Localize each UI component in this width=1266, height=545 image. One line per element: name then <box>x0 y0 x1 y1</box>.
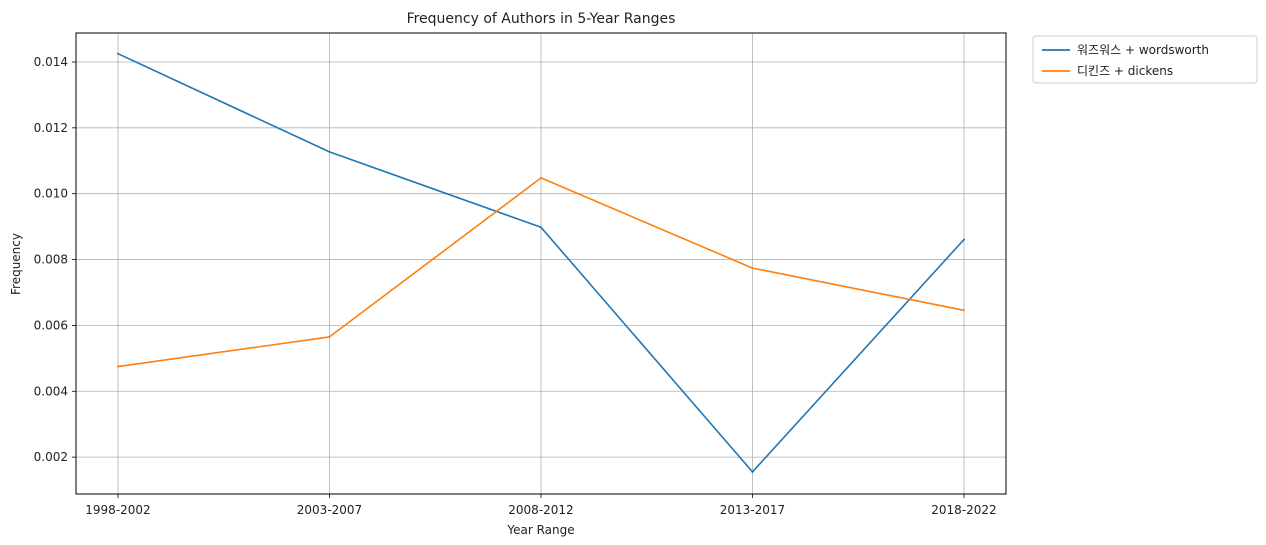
y-tick-label: 0.012 <box>34 121 68 135</box>
data-point <box>963 309 965 312</box>
data-point <box>328 335 331 338</box>
data-point <box>540 176 542 179</box>
y-axis-ticks: 0.002 0.004 0.006 0.008 0.010 0.012 0.014 <box>34 55 76 464</box>
data-point <box>963 238 965 241</box>
legend-label: 디킨즈 + dickens <box>1077 64 1173 78</box>
y-tick-label: 0.004 <box>34 384 68 398</box>
x-axis-ticks: 1998-2002 2003-2007 2008-2012 2013-2017 2018… <box>85 494 997 517</box>
data-point <box>751 470 754 473</box>
y-tick-label: 0.002 <box>34 450 68 464</box>
legend-label: 워즈워스 + wordsworth <box>1077 43 1209 57</box>
legend: 워즈워스 + wordsworth 디킨즈 + dickens <box>1032 35 1258 84</box>
x-tick-label: 2013-2017 <box>720 503 785 517</box>
data-point <box>751 267 754 270</box>
x-tick-label: 2018-2022 <box>931 503 996 517</box>
x-tick-label: 2003-2007 <box>297 503 362 517</box>
x-tick-label: 1998-2002 <box>85 503 150 517</box>
y-axis-label: Frequency <box>9 233 23 295</box>
y-tick-label: 0.008 <box>34 253 68 267</box>
x-tick-label: 2008-2012 <box>508 503 573 517</box>
data-point <box>540 226 542 229</box>
y-tick-label: 0.014 <box>34 55 68 69</box>
data-point <box>328 150 331 153</box>
grid <box>76 33 1006 494</box>
data-point <box>117 52 119 55</box>
data-point <box>117 365 119 368</box>
x-axis-label: Year Range <box>506 523 574 537</box>
legend-frame <box>1032 35 1258 84</box>
y-tick-label: 0.006 <box>34 318 68 332</box>
chart-title: Frequency of Authors in 5-Year Ranges <box>407 11 676 27</box>
series-lines <box>117 52 965 473</box>
y-tick-label: 0.010 <box>34 187 68 201</box>
